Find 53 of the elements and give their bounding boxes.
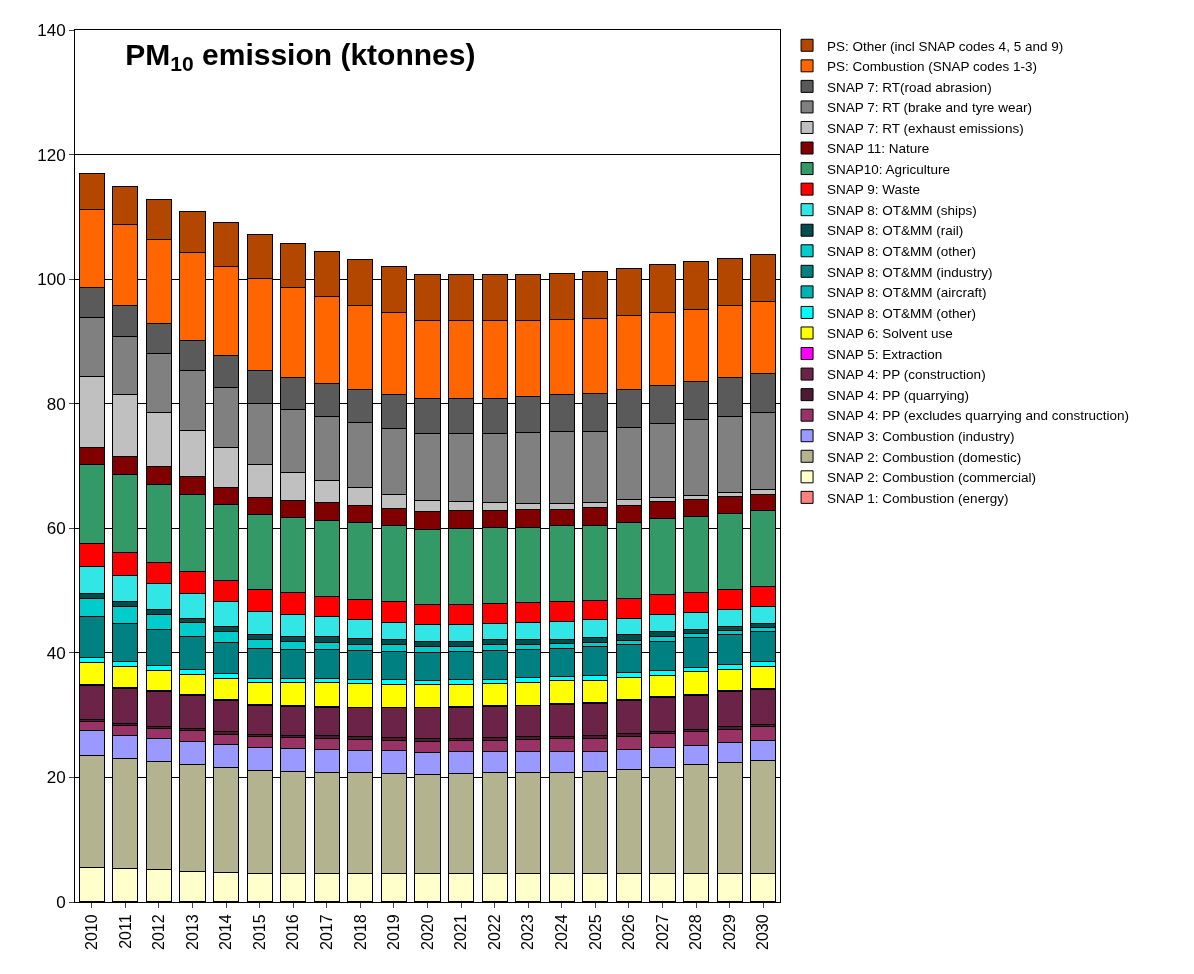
x-tick-label: 2020 bbox=[418, 914, 436, 950]
x-tick-label: 2011 bbox=[116, 914, 134, 949]
y-tick-label: 0 bbox=[56, 892, 66, 912]
legend-label: SNAP 8: OT&MM (other) bbox=[827, 305, 977, 321]
x-tick-label: 2029 bbox=[720, 914, 738, 950]
y-tick-label: 120 bbox=[37, 145, 66, 165]
x-tick-label: 2010 bbox=[82, 914, 100, 950]
legend-label: SNAP 7: RT (brake and tyre wear) bbox=[827, 100, 1032, 116]
x-tick-label: 2013 bbox=[183, 914, 201, 950]
y-tick-label: 60 bbox=[46, 519, 66, 539]
chart-title: PM$_{10}$ emission (ktonnes) bbox=[125, 37, 476, 76]
x-tick-label: 2012 bbox=[150, 914, 168, 950]
legend-label: SNAP 4: PP (quarrying) bbox=[827, 387, 970, 403]
y-tick-label: 20 bbox=[46, 768, 66, 788]
y-tick-label: 100 bbox=[37, 270, 66, 290]
legend-label: SNAP10: Agriculture bbox=[827, 161, 951, 177]
x-tick-label: 2018 bbox=[351, 914, 369, 950]
x-tick-label: 2022 bbox=[485, 914, 503, 950]
x-tick-label: 2021 bbox=[452, 914, 470, 950]
legend-label: SNAP 4: PP (excludes quarrying and construction) bbox=[827, 408, 1129, 424]
x-tick-label: 2025 bbox=[586, 914, 604, 950]
legend-label: SNAP 9: Waste bbox=[827, 182, 921, 198]
x-tick-label: 2015 bbox=[250, 914, 268, 950]
legend-label: SNAP 7: RT (exhaust emissions) bbox=[827, 120, 1024, 136]
legend-label: SNAP 2: Combustion (commercial) bbox=[827, 470, 1037, 486]
x-tick-label: 2026 bbox=[620, 914, 638, 950]
legend-label: SNAP 6: Solvent use bbox=[827, 326, 953, 342]
legend-label: SNAP 8: OT&MM (ships) bbox=[827, 202, 977, 218]
legend-label: SNAP 8: OT&MM (other) bbox=[827, 244, 977, 260]
x-tick-label: 2019 bbox=[385, 914, 403, 950]
x-tick-label: 2028 bbox=[687, 914, 705, 950]
x-tick-label: 2024 bbox=[552, 914, 570, 950]
x-tick-label: 2030 bbox=[754, 914, 772, 950]
legend-label: SNAP 1: Combustion (energy) bbox=[827, 490, 1009, 506]
y-tick-label: 80 bbox=[46, 394, 66, 414]
legend-label: SNAP 8: OT&MM (industry) bbox=[827, 264, 993, 280]
x-tick-label: 2023 bbox=[519, 914, 537, 950]
legend-label: SNAP 3: Combustion (industry) bbox=[827, 428, 1015, 444]
legend-label: PS: Combustion (SNAP codes 1-3) bbox=[827, 59, 1037, 75]
x-tick-label: 2014 bbox=[217, 914, 235, 950]
y-tick-label: 40 bbox=[46, 643, 66, 663]
x-tick-label: 2016 bbox=[284, 914, 302, 950]
legend-label: SNAP 2: Combustion (domestic) bbox=[827, 449, 1022, 465]
y-tick-label: 140 bbox=[37, 20, 66, 40]
legend-label: SNAP 7: RT(road abrasion) bbox=[827, 79, 992, 95]
legend-label: SNAP 5: Extraction bbox=[827, 346, 943, 362]
x-tick-label: 2027 bbox=[653, 914, 671, 950]
x-tick-label: 2017 bbox=[317, 914, 335, 950]
legend-label: SNAP 11: Nature bbox=[827, 141, 930, 157]
legend-label: PS: Other (incl SNAP codes 4, 5 and 9) bbox=[827, 38, 1064, 54]
legend-label: SNAP 8: OT&MM (rail) bbox=[827, 223, 964, 239]
legend-label: SNAP 4: PP (construction) bbox=[827, 367, 986, 383]
legend-label: SNAP 8: OT&MM (aircraft) bbox=[827, 285, 987, 301]
